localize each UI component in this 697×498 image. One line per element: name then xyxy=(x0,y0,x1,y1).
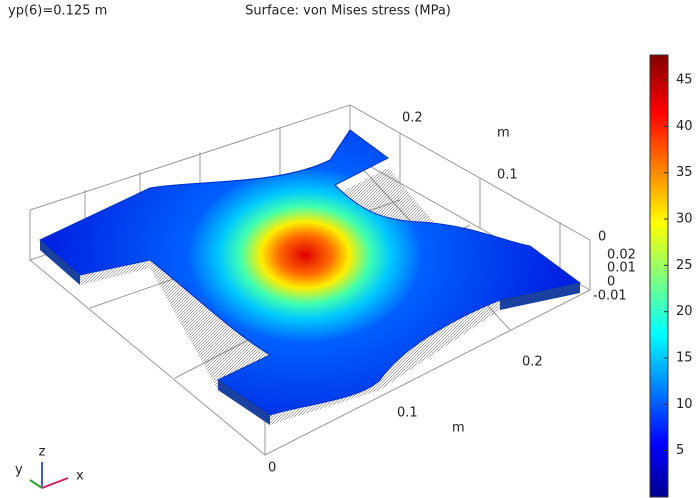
z-tick-label: -0.01 xyxy=(593,289,627,304)
y-tick-label: 0.2 xyxy=(402,111,423,126)
triad-x: x xyxy=(76,469,84,484)
chart: yp(6)=0.125 m Surface: von Mises stress … xyxy=(0,0,697,498)
x-tick-label: 0 xyxy=(268,461,276,476)
x-tick-label: 0.2 xyxy=(522,355,543,370)
x-tick-label: 0.1 xyxy=(397,406,418,421)
chart-title: Surface: von Mises stress (MPa) xyxy=(245,4,451,19)
z-tick-label: 0.01 xyxy=(607,261,636,276)
triad-z: z xyxy=(39,445,46,460)
colorbar-tick-label: 25 xyxy=(676,258,693,273)
colorbar-tick-label: 10 xyxy=(676,397,693,412)
y-tick-label: 0.1 xyxy=(497,168,518,183)
colorbar-tick-label: 30 xyxy=(676,212,693,227)
colorbar xyxy=(650,55,668,497)
x-axis-label: m xyxy=(452,421,465,436)
colorbar-tick-label: 40 xyxy=(676,119,693,134)
colorbar-tick-label: 5 xyxy=(676,443,684,458)
colorbar-tick-label: 45 xyxy=(676,73,693,88)
z-tick-label: 0 xyxy=(607,275,615,290)
colorbar-tick-label: 20 xyxy=(676,304,693,319)
y-tick-label: 0 xyxy=(598,230,606,245)
triad: z x y xyxy=(15,445,84,489)
triad-y: y xyxy=(15,463,23,478)
colorbar-tick-label: 35 xyxy=(676,165,693,180)
y-axis-label: m xyxy=(497,126,510,141)
colorbar-tick-label: 15 xyxy=(676,351,693,366)
parameter-label: yp(6)=0.125 m xyxy=(8,4,107,19)
